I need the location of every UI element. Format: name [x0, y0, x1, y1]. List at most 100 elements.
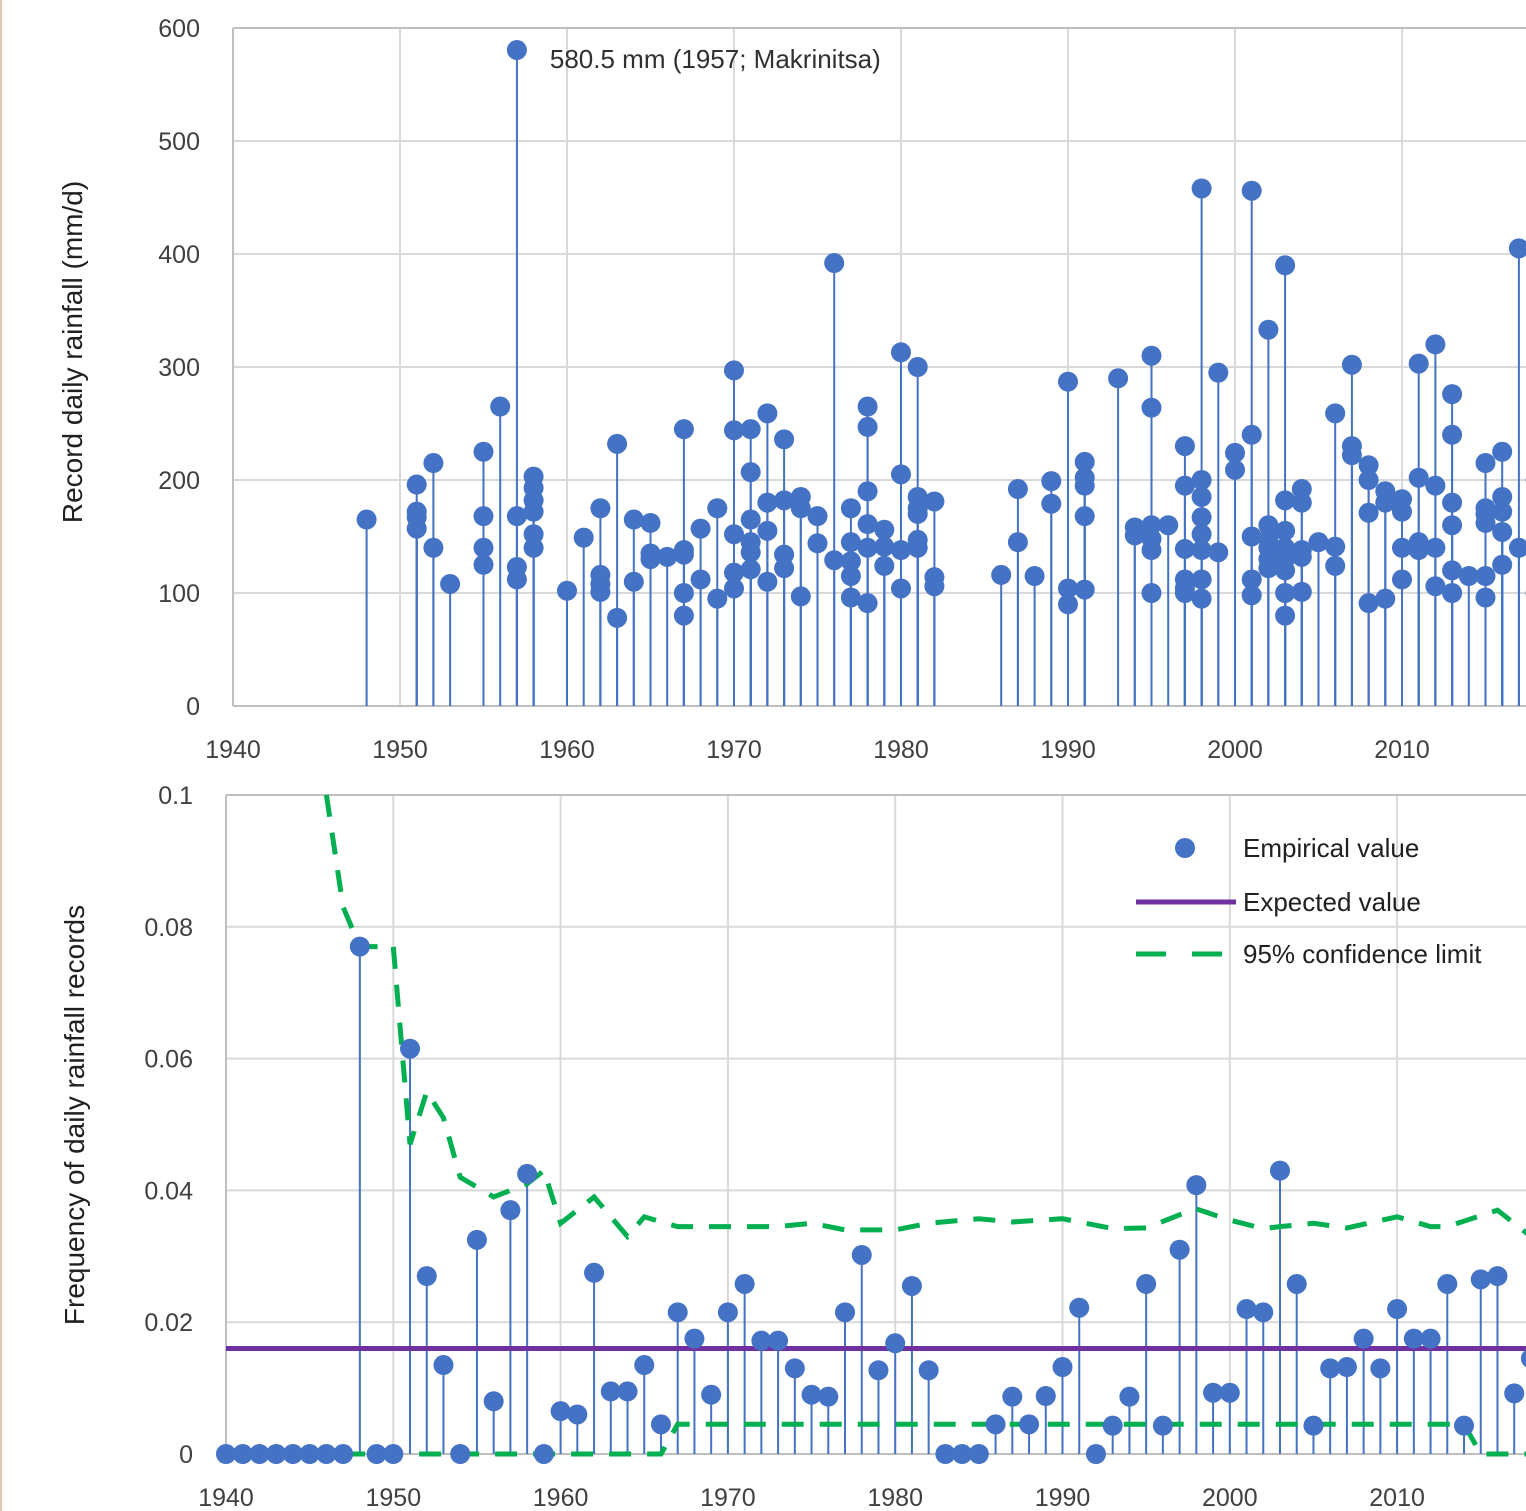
frequency-point [584, 1262, 605, 1283]
record-point [1375, 588, 1396, 609]
record-point [891, 578, 911, 599]
frequency-point [801, 1384, 822, 1405]
frequency-point [1169, 1239, 1190, 1260]
record-point [1275, 255, 1296, 276]
frequency-point [1487, 1266, 1508, 1287]
frequency-point [868, 1360, 889, 1381]
panel1-x-tick-label: 1970 [706, 736, 762, 764]
panel1-x-tick-label: 2010 [1374, 736, 1430, 764]
record-point [640, 549, 661, 570]
panel2-y-tick-label: 0.02 [144, 1309, 193, 1337]
legend-expected-label: Expected value [1243, 887, 1421, 917]
frequency-point [1052, 1357, 1073, 1378]
record-point [657, 546, 678, 567]
record-point [1358, 502, 1379, 523]
record-point [757, 571, 778, 592]
frequency-point [1420, 1328, 1441, 1349]
frequency-point [266, 1444, 287, 1464]
record-point [673, 419, 694, 440]
record-point [406, 474, 427, 495]
record-point [857, 514, 878, 535]
record-point [740, 509, 761, 530]
record-point [1108, 368, 1129, 389]
frequency-point [784, 1358, 805, 1379]
record-point [590, 498, 611, 519]
record-point [1191, 569, 1212, 590]
record-point [1308, 532, 1329, 553]
record-point [874, 519, 895, 540]
record-point [1291, 492, 1312, 513]
panel1-y-tick-label: 300 [158, 354, 200, 382]
record-point [1241, 585, 1262, 606]
frequency-point [968, 1444, 989, 1464]
panel1-x-tick-label: 1940 [205, 736, 261, 764]
record-point [1425, 576, 1446, 597]
panel1-y-axis-label: Record daily rainfall (mm/d) [57, 181, 88, 523]
frequency-point [1387, 1299, 1408, 1320]
record-point [1392, 537, 1412, 558]
panel2-y-axis-label: Frequency of daily rainfall records [59, 905, 90, 1325]
frequency-point [734, 1273, 755, 1294]
record-point [523, 537, 544, 558]
panel1-y-tick-label: 600 [158, 15, 200, 43]
record-point [857, 481, 878, 502]
frequency-point [701, 1384, 722, 1405]
record-point [840, 566, 861, 587]
frequency-point [517, 1163, 538, 1184]
record-point [740, 419, 761, 440]
record-point [740, 462, 761, 483]
record-point [907, 537, 928, 558]
frequency-point [1454, 1415, 1475, 1436]
record-point [1291, 581, 1312, 602]
frequency-point [1320, 1358, 1341, 1379]
record-point [423, 537, 444, 558]
frequency-point [483, 1391, 504, 1412]
record-point [1225, 442, 1245, 463]
record-point [874, 555, 895, 576]
frequency-point [1102, 1415, 1123, 1436]
record-point [473, 537, 494, 558]
record-point [523, 501, 544, 522]
record-point [1208, 542, 1229, 563]
record-point [757, 492, 778, 513]
record-point [907, 357, 928, 377]
panel2-x-tick-label: 1950 [365, 1484, 421, 1511]
record-point [707, 588, 728, 609]
record-point [774, 558, 795, 579]
frequency-point [533, 1444, 554, 1464]
frequency-point [500, 1200, 521, 1221]
record-point [874, 536, 895, 557]
panel1-x-tick-label: 1990 [1040, 736, 1096, 764]
record-point [1074, 579, 1095, 600]
frequency-point [216, 1444, 236, 1464]
record-point [757, 403, 778, 424]
record-point [991, 564, 1012, 585]
panel2-x-tick-label: 2000 [1202, 1484, 1258, 1511]
record-point [623, 571, 644, 592]
record-point [1492, 486, 1513, 507]
legend-empirical-marker [1175, 838, 1195, 858]
frequency-point [1303, 1415, 1324, 1436]
record-point [1275, 490, 1296, 511]
frequency-point [1203, 1382, 1224, 1403]
record-point [1058, 371, 1078, 392]
record-point [640, 512, 661, 533]
frequency-point [1437, 1273, 1458, 1294]
record-point [1392, 569, 1412, 590]
record-point [1275, 583, 1296, 603]
record-point [724, 524, 744, 545]
panel1-x-tick-label: 1960 [539, 736, 595, 764]
record-point [673, 605, 694, 626]
frequency-point [818, 1386, 839, 1407]
record-point [1291, 546, 1312, 567]
record-point [740, 559, 761, 580]
frequency-point [684, 1328, 705, 1349]
record-point [573, 527, 594, 548]
frequency-point [232, 1444, 253, 1464]
record-point [1475, 566, 1496, 587]
frequency-point [650, 1414, 671, 1435]
record-point [1225, 459, 1245, 480]
record-point [857, 416, 878, 437]
record-point [607, 433, 628, 454]
